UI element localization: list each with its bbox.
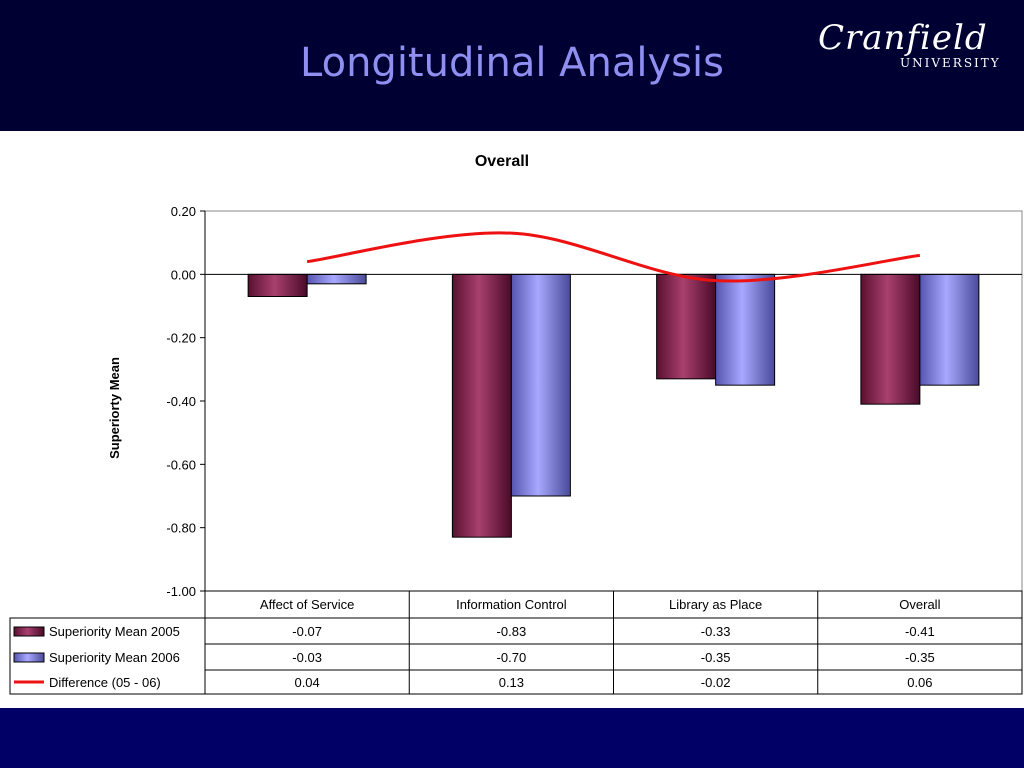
legend-label: Superiority Mean 2006 — [49, 650, 180, 665]
legend-swatch — [13, 626, 45, 637]
bar-2006 — [510, 273, 571, 497]
difference-line — [306, 231, 921, 283]
data-label: -0.02 — [701, 675, 731, 690]
data-label: -0.03 — [292, 650, 322, 665]
bar-2005 — [860, 273, 921, 405]
y-tick-label: 0.20 — [171, 204, 196, 219]
chart-title: Overall — [475, 153, 529, 170]
y-tick-label: -0.80 — [166, 521, 196, 536]
slide-footer — [0, 708, 1024, 768]
legend-swatch — [13, 652, 45, 663]
legend-label: Difference (05 - 06) — [49, 675, 161, 690]
slide-header: Longitudinal Analysis Cranfield UNIVERSI… — [0, 0, 1024, 131]
cranfield-logo: Cranfield UNIVERSITY — [818, 18, 999, 70]
slide-title: Longitudinal Analysis — [300, 40, 724, 86]
bar-2005 — [451, 273, 512, 538]
legend-label: Superiority Mean 2005 — [49, 624, 180, 639]
chart: Overall Superiorty Mean 0.20 0.00 -0.20 -0.40… — [9, 153, 1023, 695]
y-tick-label: 0.00 — [171, 267, 196, 282]
category-label: Overall — [899, 597, 940, 612]
y-tick-label: -0.40 — [166, 394, 196, 409]
y-axis-label: Superiorty Mean — [107, 357, 122, 459]
y-tick-label: -1.00 — [166, 584, 196, 599]
bar-2005 — [656, 273, 717, 380]
data-label: -0.70 — [497, 650, 527, 665]
data-label: -0.41 — [905, 624, 935, 639]
y-tick-label: -0.60 — [166, 457, 196, 472]
category-label: Information Control — [456, 597, 567, 612]
data-label: -0.35 — [905, 650, 935, 665]
category-label: Affect of Service — [260, 597, 354, 612]
data-label: -0.33 — [701, 624, 731, 639]
bar-2006 — [919, 273, 980, 386]
bar-2006 — [306, 273, 367, 285]
data-label: -0.35 — [701, 650, 731, 665]
y-tick-label: -0.20 — [166, 331, 196, 346]
bar-2005 — [247, 273, 308, 298]
logo-main: Cranfield — [818, 18, 988, 58]
logo-sub: UNIVERSITY — [900, 56, 1001, 70]
data-label: -0.83 — [497, 624, 527, 639]
category-label: Library as Place — [669, 597, 762, 612]
data-label: 0.04 — [294, 675, 319, 690]
bar-2006 — [715, 273, 776, 386]
data-label: 0.13 — [499, 675, 524, 690]
data-label: 0.06 — [907, 675, 932, 690]
data-label: -0.07 — [292, 624, 322, 639]
